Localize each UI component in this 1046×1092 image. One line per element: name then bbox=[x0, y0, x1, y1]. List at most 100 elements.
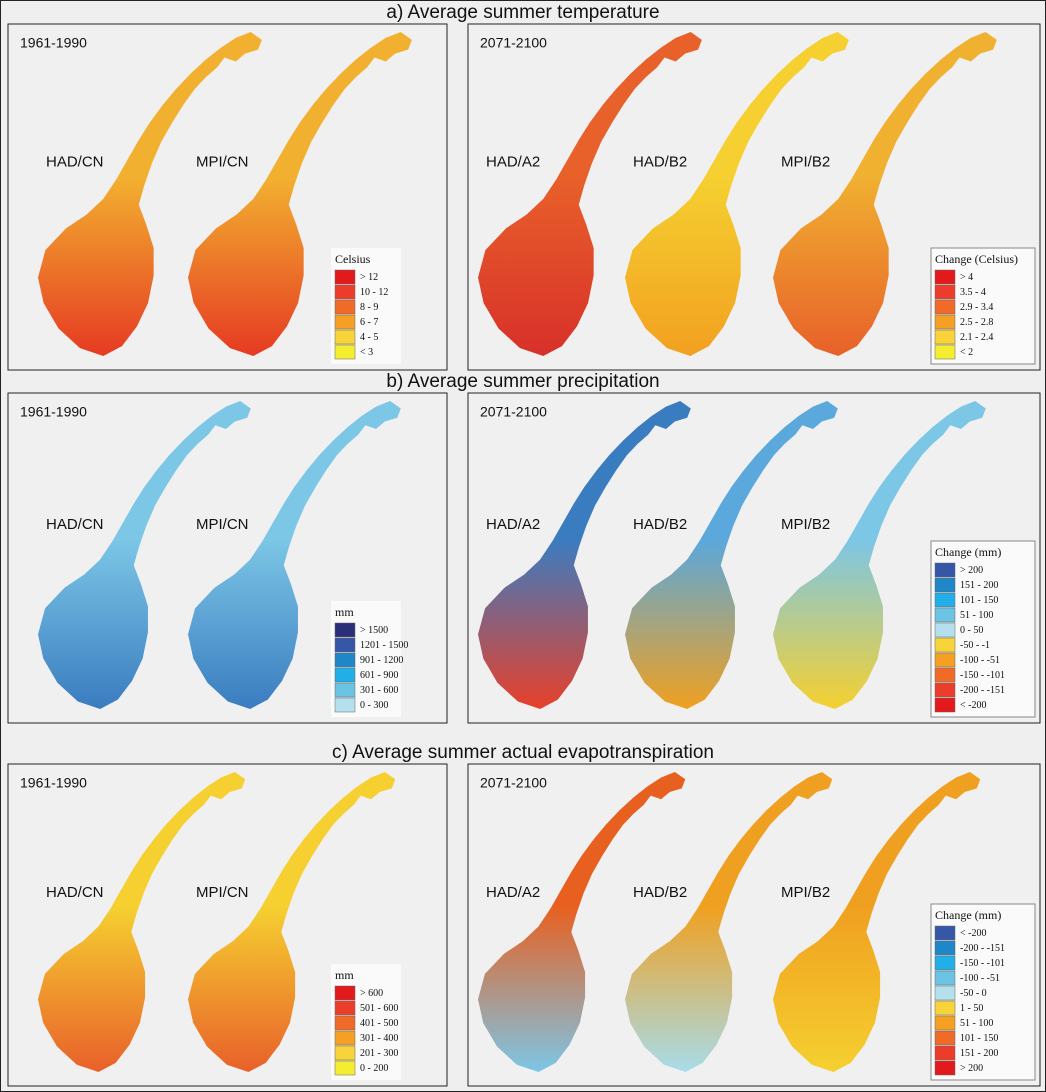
period-label: 2071-2100 bbox=[480, 404, 547, 420]
legend-swatch bbox=[934, 329, 956, 345]
legend-label: > 12 bbox=[360, 272, 378, 283]
legend-swatch bbox=[934, 955, 956, 971]
legend-label: -50 - -1 bbox=[960, 640, 990, 651]
legend-swatch bbox=[934, 1060, 956, 1076]
legend-label: > 1500 bbox=[360, 625, 388, 636]
legend-swatch bbox=[334, 314, 356, 330]
legend-swatch bbox=[934, 970, 956, 986]
map-label: MPI/CN bbox=[196, 153, 249, 170]
legend-label: 3.5 - 4 bbox=[960, 287, 986, 298]
norway-map bbox=[188, 772, 396, 1072]
legend-label: 101 - 150 bbox=[960, 1033, 998, 1044]
legend-label: -100 - -51 bbox=[960, 655, 1000, 666]
legend-swatch bbox=[334, 299, 356, 315]
legend-label: 6 - 7 bbox=[360, 317, 378, 328]
legend-swatch bbox=[334, 637, 356, 653]
legend-label: < 2 bbox=[960, 347, 973, 358]
legend-label: -100 - -51 bbox=[960, 973, 1000, 984]
legend-swatch bbox=[334, 329, 356, 345]
legend-swatch bbox=[334, 622, 356, 638]
legend-label: < 3 bbox=[360, 347, 373, 358]
legend-swatch bbox=[934, 344, 956, 360]
legend-swatch bbox=[334, 697, 356, 713]
section-title: a) Average summer temperature bbox=[386, 2, 659, 23]
legend-swatch bbox=[934, 592, 956, 608]
legend-label: 0 - 300 bbox=[360, 700, 388, 711]
legend-swatch bbox=[934, 269, 956, 285]
legend-label: 301 - 600 bbox=[360, 685, 398, 696]
legend-swatch bbox=[334, 1000, 356, 1016]
legend-label: -150 - -101 bbox=[960, 958, 1005, 969]
legend-label: 0 - 200 bbox=[360, 1063, 388, 1074]
legend-swatch bbox=[934, 1000, 956, 1016]
map-label: HAD/A2 bbox=[486, 884, 540, 901]
legend-swatch bbox=[934, 682, 956, 698]
norway-map bbox=[773, 772, 981, 1072]
norway-map bbox=[625, 32, 849, 356]
legend-label: -50 - 0 bbox=[960, 988, 987, 999]
legend-title: Change (mm) bbox=[935, 908, 1001, 922]
legend-swatch bbox=[934, 697, 956, 713]
legend-swatch bbox=[934, 652, 956, 668]
legend-label: > 200 bbox=[960, 1063, 983, 1074]
norway-map bbox=[773, 32, 997, 356]
legend-label: 401 - 500 bbox=[360, 1018, 398, 1029]
map-label: HAD/B2 bbox=[633, 516, 687, 533]
legend-swatch bbox=[934, 1045, 956, 1061]
legend-swatch bbox=[334, 284, 356, 300]
legend-title: Change (Celsius) bbox=[935, 252, 1018, 266]
legend-label: 2.5 - 2.8 bbox=[960, 317, 993, 328]
norway-map bbox=[478, 401, 691, 709]
legend-label: 1 - 50 bbox=[960, 1003, 983, 1014]
legend-swatch bbox=[334, 1030, 356, 1046]
legend-swatch bbox=[934, 667, 956, 683]
legend-title: mm bbox=[335, 968, 354, 982]
legend-title: Change (mm) bbox=[935, 545, 1001, 559]
legend-swatch bbox=[334, 985, 356, 1001]
map-label: HAD/B2 bbox=[633, 153, 687, 170]
legend-label: 151 - 200 bbox=[960, 580, 998, 591]
legend-label: 101 - 150 bbox=[960, 595, 998, 606]
legend-swatch bbox=[334, 1045, 356, 1061]
legend-label: -150 - -101 bbox=[960, 670, 1005, 681]
legend-label: 301 - 400 bbox=[360, 1033, 398, 1044]
norway-map bbox=[478, 32, 702, 356]
norway-map bbox=[188, 401, 401, 709]
legend-title: Celsius bbox=[335, 252, 371, 266]
legend-swatch bbox=[934, 299, 956, 315]
legend-label: 601 - 900 bbox=[360, 670, 398, 681]
legend-label: < -200 bbox=[960, 928, 986, 939]
period-label: 1961-1990 bbox=[20, 404, 87, 420]
norway-map bbox=[773, 401, 986, 709]
norway-map bbox=[38, 401, 251, 709]
legend-swatch bbox=[334, 344, 356, 360]
norway-map bbox=[478, 772, 686, 1072]
legend-swatch bbox=[334, 682, 356, 698]
section-title: b) Average summer precipitation bbox=[386, 371, 659, 392]
map-label: HAD/A2 bbox=[486, 516, 540, 533]
legend-label: 4 - 5 bbox=[360, 332, 378, 343]
legend-swatch bbox=[934, 577, 956, 593]
legend-label: 8 - 9 bbox=[360, 302, 378, 313]
legend-label: < -200 bbox=[960, 700, 986, 711]
legend-label: 901 - 1200 bbox=[360, 655, 403, 666]
norway-map bbox=[188, 32, 412, 356]
legend-swatch bbox=[934, 562, 956, 578]
legend-label: 1201 - 1500 bbox=[360, 640, 408, 651]
legend-swatch bbox=[334, 652, 356, 668]
map-label: MPI/CN bbox=[196, 516, 249, 533]
norway-map bbox=[625, 401, 838, 709]
legend-swatch bbox=[934, 284, 956, 300]
legend-title: mm bbox=[335, 605, 354, 619]
map-label: MPI/B2 bbox=[781, 884, 830, 901]
legend-label: 2.9 - 3.4 bbox=[960, 302, 993, 313]
legend-swatch bbox=[934, 1015, 956, 1031]
legend-swatch bbox=[334, 667, 356, 683]
map-label: MPI/B2 bbox=[781, 153, 830, 170]
legend-swatch bbox=[934, 1030, 956, 1046]
legend-label: 0 - 50 bbox=[960, 625, 983, 636]
period-label: 2071-2100 bbox=[480, 775, 547, 791]
map-label: MPI/CN bbox=[196, 884, 249, 901]
norway-map bbox=[38, 772, 246, 1072]
